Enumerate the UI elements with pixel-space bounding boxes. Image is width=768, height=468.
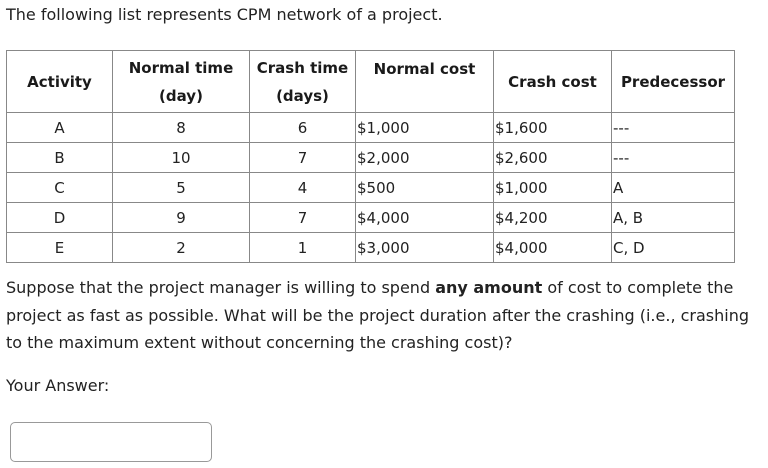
table-cell: 1	[249, 232, 356, 263]
table-cell: 10	[112, 142, 250, 173]
table-cell: $2,000	[355, 142, 494, 173]
table-cell: 8	[112, 112, 250, 143]
table-cell: A, B	[611, 202, 735, 233]
table-cell: 4	[249, 172, 356, 203]
table-cell: 6	[249, 112, 356, 143]
table-cell: C	[6, 172, 113, 203]
table-cell: $2,600	[493, 142, 612, 173]
cpm-table: Activity Normal time (day) Crash time (day…	[6, 50, 735, 263]
header-crash-time: Crash time (days)	[249, 50, 356, 113]
header-crash-cost: Crash cost	[493, 50, 612, 113]
table-row: B 10 7 $2,000 $2,600 ---	[6, 142, 735, 173]
table-cell: E	[6, 232, 113, 263]
question-text: Suppose that the project manager is will…	[6, 278, 750, 352]
header-normal-time: Normal time (day)	[112, 50, 250, 113]
table-cell: $4,000	[355, 202, 494, 233]
table-row: A 8 6 $1,000 $1,600 ---	[6, 112, 735, 143]
table-cell: 2	[112, 232, 250, 263]
table-cell: $1,000	[493, 172, 612, 203]
table-cell: $3,000	[355, 232, 494, 263]
header-predecessor: Predecessor	[611, 50, 735, 113]
table-cell: $1,000	[355, 112, 494, 143]
table-cell: $500	[355, 172, 494, 203]
table-row: C 5 4 $500 $1,000 A	[6, 172, 735, 203]
table-row: E 2 1 $3,000 $4,000 C, D	[6, 232, 735, 263]
table-cell: A	[6, 112, 113, 143]
table-header-row: Activity Normal time (day) Crash time (day…	[6, 50, 735, 113]
answer-label: Your Answer:	[6, 376, 110, 395]
table-cell: 7	[249, 202, 356, 233]
intro-text: The following list represents CPM networ…	[6, 5, 443, 24]
table-cell: A	[611, 172, 735, 203]
table-cell: ---	[611, 142, 735, 173]
header-activity: Activity	[6, 50, 113, 113]
table-cell: 7	[249, 142, 356, 173]
table-cell: D	[6, 202, 113, 233]
table-cell: 9	[112, 202, 250, 233]
table-cell: $4,200	[493, 202, 612, 233]
table-cell: C, D	[611, 232, 735, 263]
table-cell: $4,000	[493, 232, 612, 263]
table-cell: ---	[611, 112, 735, 143]
table-row: D 9 7 $4,000 $4,200 A, B	[6, 202, 735, 233]
answer-input[interactable]	[10, 422, 212, 462]
table-cell: 5	[112, 172, 250, 203]
table-cell: $1,600	[493, 112, 612, 143]
header-normal-cost: Normal cost	[355, 50, 494, 113]
table-cell: B	[6, 142, 113, 173]
